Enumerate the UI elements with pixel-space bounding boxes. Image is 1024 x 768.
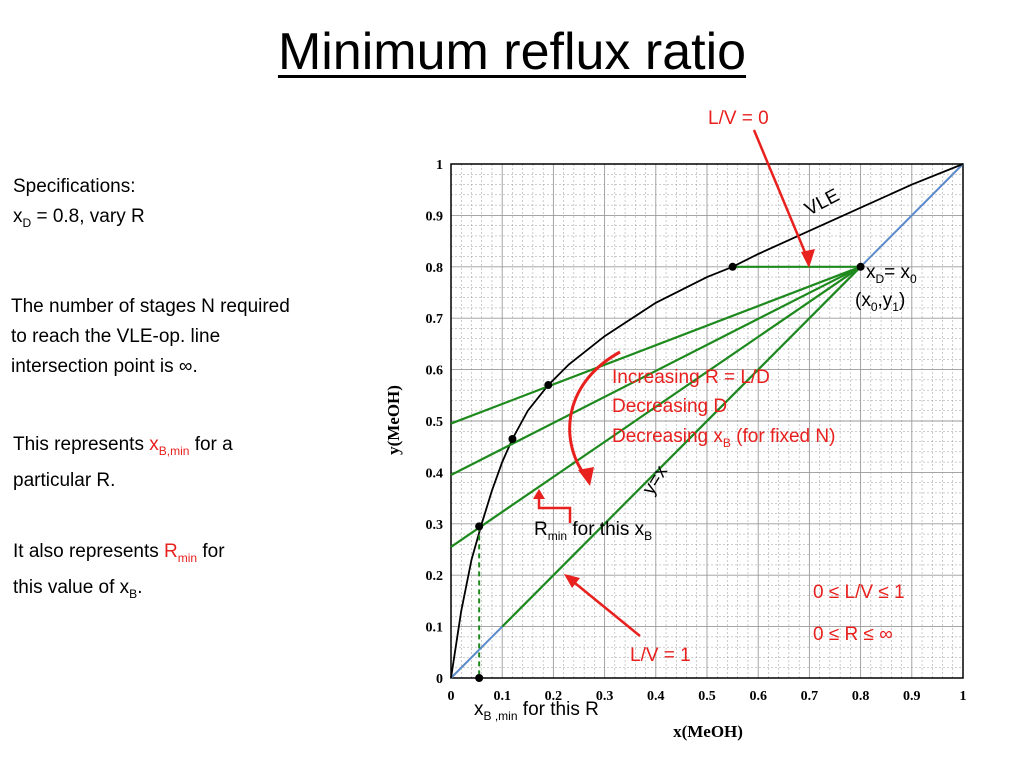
y-tick-label: 0.8 (426, 261, 444, 276)
xbmin-paragraph: This represents xB,min for a particular … (13, 434, 233, 491)
lv0-label: L/V = 0 (708, 108, 769, 129)
lv1-label: L/V = 1 (630, 645, 691, 666)
xbmin-label: xB ,min for this R (474, 699, 599, 723)
lv-range: 0 ≤ L/V ≤ 1 (813, 582, 905, 603)
stages-paragraph: The number of stages N required to reach… (11, 296, 290, 377)
lv0-arrow-head (801, 249, 815, 268)
y-tick-label: 0.1 (426, 621, 444, 636)
y-tick-label: 1 (436, 158, 443, 173)
x-tick-label: 0 (448, 689, 455, 704)
x-tick-label: 0.5 (698, 689, 716, 704)
x-tick-label: 0.2 (545, 689, 563, 704)
increasing-arrow (568, 350, 621, 479)
lv1-arrow-head (564, 574, 580, 588)
operating-line (450, 265, 862, 548)
data-point (728, 262, 737, 271)
y-tick-label: 0.9 (426, 209, 444, 224)
point-label: (x0,y1) (855, 290, 905, 314)
data-point (475, 674, 484, 682)
plot-frame (450, 163, 964, 679)
y-tick-label: 0 (436, 672, 443, 687)
x-tick-label: 0.9 (903, 689, 921, 704)
y-tick-label: 0.4 (426, 466, 444, 481)
operating-line (501, 266, 862, 628)
x-tick-label: 0.8 (852, 689, 870, 704)
chart-points (475, 262, 865, 682)
rmin-arrow (537, 497, 572, 523)
specifications: Specifications: xD = 0.8, vary R (13, 172, 145, 238)
data-point (856, 262, 865, 271)
operating-line (450, 265, 862, 476)
x-tick-label: 1 (960, 689, 967, 704)
decreasing-xb-label: Decreasing xB (for fixed N) (612, 426, 835, 450)
increasing-arrow-head (578, 467, 594, 486)
x-axis-label: x(MeOH) (673, 722, 743, 741)
lv0-arrow (752, 129, 811, 263)
data-point (475, 522, 484, 531)
data-point (544, 381, 553, 390)
operating-line (450, 265, 861, 425)
decreasing-d-label: Decreasing D (612, 396, 727, 417)
xd-label: xD= x0 (866, 262, 917, 286)
rmin-paragraph: It also represents Rmin for this value o… (13, 541, 225, 601)
increasing-r-label: Increasing R = L/D (612, 367, 770, 388)
rmin-label: Rmin for this xB (534, 519, 652, 543)
y-tick-label: 0.6 (426, 364, 444, 379)
rmin-arrow-head (533, 489, 545, 499)
y-tick-label: 0.2 (426, 569, 444, 584)
r-range: 0 ≤ R ≤ ∞ (813, 624, 893, 645)
y-tick-label: 0.5 (426, 415, 444, 430)
slide-title: Minimum reflux ratio (277, 23, 747, 81)
y-tick-label: 0.3 (426, 518, 444, 533)
y-axis-label: y(MeOH) (384, 385, 403, 455)
chart-curves (450, 163, 964, 679)
spec-heading: Specifications: (13, 176, 136, 197)
tick-labels: 0 0.1 0.2 0.3 0.4 0.5 0.6 0.7 0.8 0.9 1 0 0.1 0.2 0.3 0… (426, 158, 967, 704)
x-tick-label: 0.6 (749, 689, 767, 704)
lv1-arrow (569, 578, 641, 637)
y-tick-label: 0.7 (426, 312, 444, 327)
x-tick-label: 0.4 (647, 689, 665, 704)
x-tick-label: 0.1 (493, 689, 511, 704)
data-point (508, 434, 517, 443)
x-tick-label: 0.3 (596, 689, 614, 704)
spec-xd: xD = 0.8, vary R (13, 206, 145, 230)
x-tick-label: 0.7 (801, 689, 819, 704)
